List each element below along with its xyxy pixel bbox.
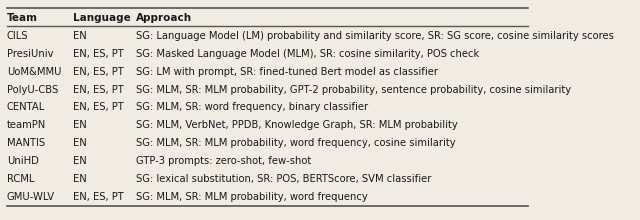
Text: SG: Language Model (LM) probability and similarity score, SR: SG score, cosine s: SG: Language Model (LM) probability and … (136, 31, 614, 41)
Text: PolyU-CBS: PolyU-CBS (6, 84, 58, 95)
Text: EN, ES, PT: EN, ES, PT (73, 49, 124, 59)
Text: Approach: Approach (136, 13, 193, 23)
Text: SG: MLM, SR: MLM probability, GPT-2 probability, sentence probability, cosine si: SG: MLM, SR: MLM probability, GPT-2 prob… (136, 84, 572, 95)
Text: EN: EN (73, 156, 86, 166)
Text: EN, ES, PT: EN, ES, PT (73, 192, 124, 202)
Text: SG: MLM, SR: word frequency, binary classifier: SG: MLM, SR: word frequency, binary clas… (136, 103, 369, 112)
Text: EN, ES, PT: EN, ES, PT (73, 103, 124, 112)
Text: SG: LM with prompt, SR: fined-tuned Bert model as classifier: SG: LM with prompt, SR: fined-tuned Bert… (136, 67, 438, 77)
Text: Team: Team (6, 13, 38, 23)
Text: GTP-3 prompts: zero-shot, few-shot: GTP-3 prompts: zero-shot, few-shot (136, 156, 312, 166)
Text: SG: MLM, SR: MLM probability, word frequency: SG: MLM, SR: MLM probability, word frequ… (136, 192, 368, 202)
Text: MANTIS: MANTIS (6, 138, 45, 148)
Text: SG: lexical substitution, SR: POS, BERTScore, SVM classifier: SG: lexical substitution, SR: POS, BERTS… (136, 174, 431, 184)
Text: SG: MLM, SR: MLM probability, word frequency, cosine similarity: SG: MLM, SR: MLM probability, word frequ… (136, 138, 456, 148)
Text: EN: EN (73, 31, 86, 41)
Text: EN: EN (73, 174, 86, 184)
Text: PresiUniv: PresiUniv (6, 49, 53, 59)
Text: EN: EN (73, 138, 86, 148)
Text: UoM&MMU: UoM&MMU (6, 67, 61, 77)
Text: RCML: RCML (6, 174, 34, 184)
Text: teamPN: teamPN (6, 120, 46, 130)
Text: UniHD: UniHD (6, 156, 38, 166)
Text: CILS: CILS (6, 31, 28, 41)
Text: SG: Masked Language Model (MLM), SR: cosine similarity, POS check: SG: Masked Language Model (MLM), SR: cos… (136, 49, 479, 59)
Text: EN, ES, PT: EN, ES, PT (73, 84, 124, 95)
Text: GMU-WLV: GMU-WLV (6, 192, 55, 202)
Text: SG: MLM, VerbNet, PPDB, Knowledge Graph, SR: MLM probability: SG: MLM, VerbNet, PPDB, Knowledge Graph,… (136, 120, 458, 130)
Text: Language: Language (73, 13, 131, 23)
Text: EN: EN (73, 120, 86, 130)
Text: EN, ES, PT: EN, ES, PT (73, 67, 124, 77)
Text: CENTAL: CENTAL (6, 103, 45, 112)
